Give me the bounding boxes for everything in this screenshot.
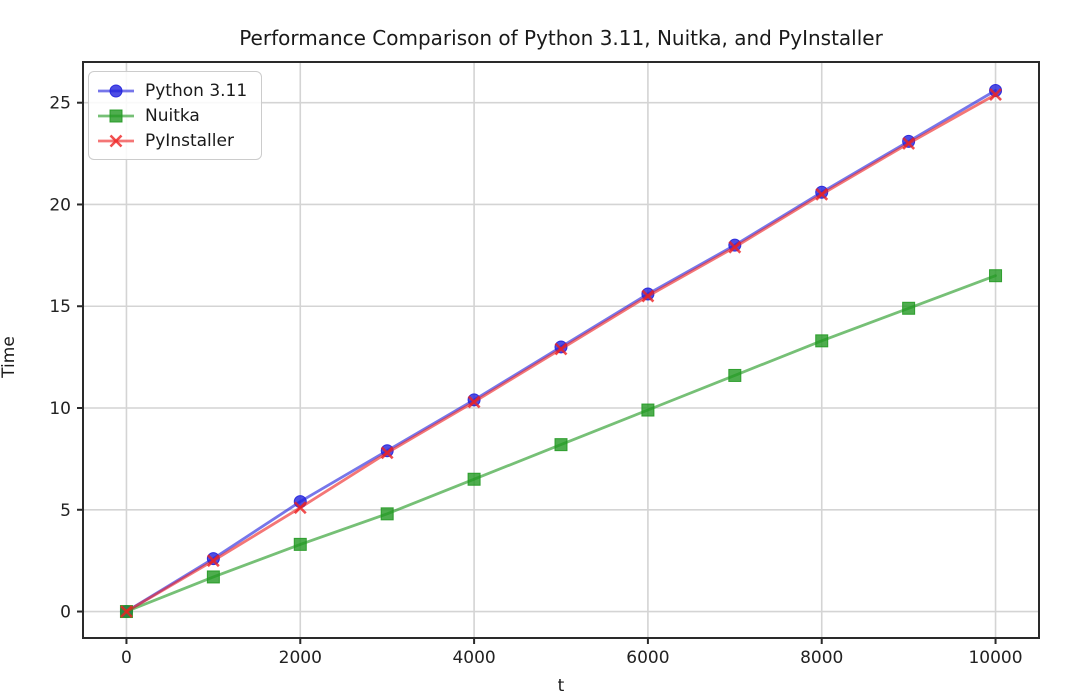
x-tick-label: 8000 [800, 648, 843, 668]
x-marker [989, 88, 1002, 101]
square-marker [728, 368, 742, 382]
square-marker [554, 438, 568, 452]
circle-marker [989, 83, 1003, 97]
x-marker [728, 240, 742, 254]
y-tick-label: 20 [49, 195, 71, 215]
square-marker [902, 301, 916, 315]
circle-legend-sample-icon [98, 84, 134, 97]
legend-item-pyinstaller: PyInstaller [97, 128, 247, 153]
y-axis-label: Time [0, 336, 19, 378]
x-marker [641, 289, 655, 303]
x-axis-label: t [557, 676, 565, 696]
y-tick-label: 0 [60, 603, 71, 623]
square-marker [815, 334, 829, 348]
x-marker [554, 342, 568, 356]
x-marker [293, 501, 307, 515]
x-tick-label: 10000 [968, 648, 1022, 668]
series-pyinstaller-markers [120, 88, 1002, 618]
x-tick-label: 4000 [452, 648, 495, 668]
x-marker [380, 446, 394, 460]
chart-title: Performance Comparison of Python 3.11, N… [239, 26, 883, 50]
square-marker [293, 537, 307, 551]
legend-label: Nuitka [145, 105, 200, 126]
square-marker [641, 403, 655, 417]
series-nuitka [119, 269, 1003, 619]
legend-item-nuitka: Nuitka [97, 103, 247, 128]
gridlines [83, 62, 1039, 638]
square-marker [380, 507, 394, 521]
square-marker [206, 570, 220, 584]
y-tick-label: 10 [49, 399, 71, 419]
series-pyinstaller [120, 88, 1002, 618]
circle-marker [109, 84, 123, 97]
square-legend-sample-icon [98, 109, 134, 122]
x-tick-label: 2000 [279, 648, 322, 668]
square-marker [109, 109, 123, 122]
legend: Python 3.11 Nuitka PyInstaller [88, 71, 263, 160]
x-marker [467, 395, 481, 409]
x-legend-sample-icon [98, 134, 134, 147]
x-axis: 0 2000 4000 6000 8000 10000 [121, 638, 1023, 668]
x-marker [109, 134, 123, 147]
x-tick-label: 0 [121, 648, 132, 668]
x-marker [206, 554, 220, 568]
legend-label: PyInstaller [145, 130, 234, 151]
x-tick-label: 6000 [626, 648, 669, 668]
y-tick-label: 15 [49, 297, 71, 317]
square-marker [467, 472, 481, 486]
square-marker [989, 269, 1003, 283]
x-marker [815, 187, 829, 201]
x-marker [902, 136, 916, 150]
x-marker [120, 605, 133, 618]
y-axis: 0 5 10 15 20 25 [49, 94, 83, 623]
y-tick-label: 25 [49, 94, 71, 114]
legend-item-python-3-11: Python 3.11 [97, 78, 247, 103]
axes-spines [82, 61, 1040, 639]
legend-label: Python 3.11 [145, 80, 248, 101]
y-tick-label: 5 [60, 501, 71, 521]
